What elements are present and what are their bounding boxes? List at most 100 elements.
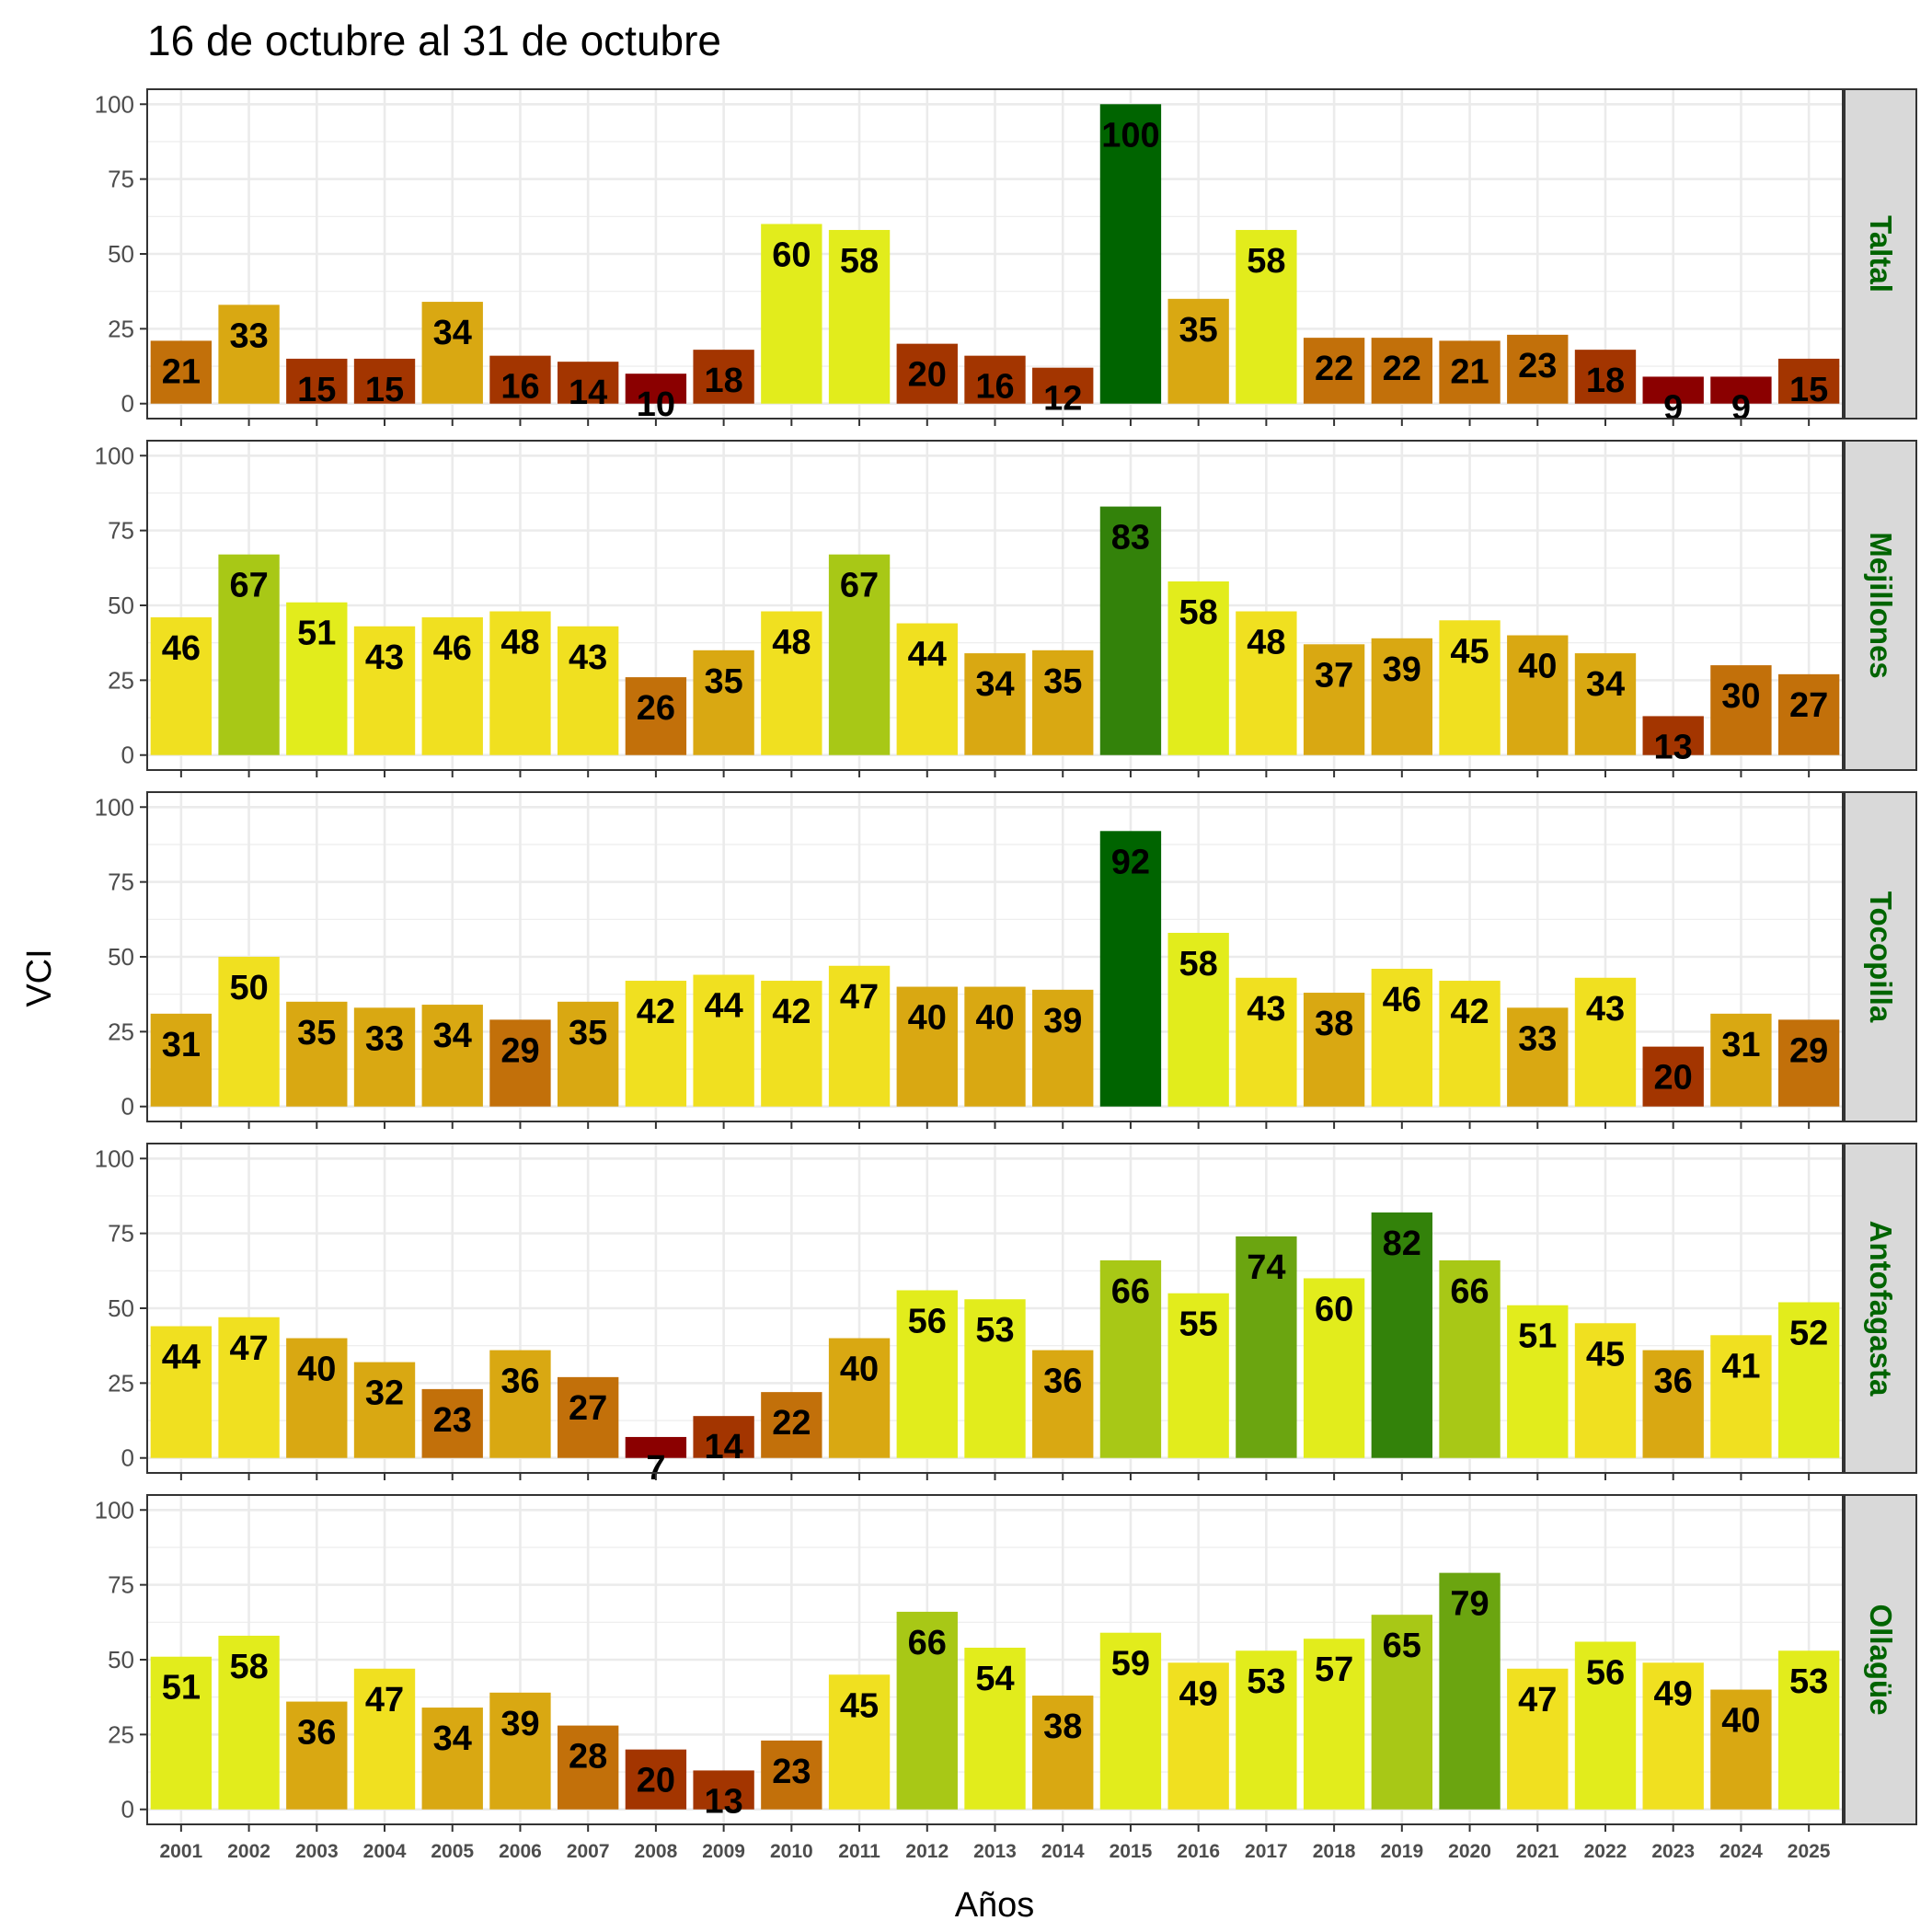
bar-taltal-2016 bbox=[1167, 298, 1229, 404]
bar-data-label: 47 bbox=[229, 1329, 268, 1368]
bar-tocopilla-2009 bbox=[693, 974, 754, 1107]
bar-ollagüe-2002 bbox=[218, 1635, 280, 1810]
bar-antofagasta-2005 bbox=[421, 1388, 483, 1458]
bar-data-label: 29 bbox=[500, 1031, 539, 1070]
y-tick-label: 100 bbox=[95, 793, 134, 821]
bar-ollagüe-2017 bbox=[1236, 1650, 1297, 1810]
bar-taltal-2018 bbox=[1303, 338, 1365, 404]
bar-data-label: 40 bbox=[297, 1351, 336, 1389]
x-tick-label: 2017 bbox=[1245, 1841, 1288, 1862]
bar-data-label: 44 bbox=[704, 987, 742, 1026]
bar-taltal-2009 bbox=[693, 350, 754, 404]
facet-strip-label: Antofagasta bbox=[1864, 1221, 1898, 1397]
y-tick-label: 75 bbox=[108, 1220, 134, 1248]
bar-taltal-2024 bbox=[1710, 376, 1772, 404]
bar-data-label: 46 bbox=[433, 629, 472, 668]
bar-tocopilla-2024 bbox=[1710, 1013, 1772, 1107]
bar-ollagüe-2008 bbox=[625, 1749, 687, 1810]
bar-data-label: 53 bbox=[1247, 1662, 1285, 1701]
bar-data-label: 58 bbox=[1179, 593, 1218, 632]
bar-data-label: 46 bbox=[1383, 981, 1421, 1019]
bar-tocopilla-2019 bbox=[1371, 969, 1432, 1107]
bar-data-label: 28 bbox=[569, 1738, 607, 1777]
bar-data-label: 54 bbox=[975, 1660, 1014, 1698]
y-tick-label: 100 bbox=[95, 1144, 134, 1172]
bar-taltal-2007 bbox=[558, 362, 619, 404]
y-tick-label: 0 bbox=[121, 742, 134, 769]
bar-data-label: 66 bbox=[1111, 1272, 1150, 1311]
y-tick-label: 75 bbox=[108, 166, 134, 193]
bar-tocopilla-2022 bbox=[1574, 977, 1637, 1107]
x-tick-label: 2022 bbox=[1584, 1841, 1627, 1862]
bar-antofagasta-2020 bbox=[1439, 1259, 1501, 1458]
x-tick-label: 2001 bbox=[160, 1841, 203, 1862]
bar-data-label: 49 bbox=[1179, 1674, 1218, 1713]
bar-mejillones-2017 bbox=[1236, 611, 1297, 755]
bar-data-label: 32 bbox=[365, 1374, 404, 1413]
y-tick-label: 50 bbox=[108, 943, 134, 971]
bar-ollagüe-2015 bbox=[1099, 1632, 1162, 1810]
bar-data-label: 100 bbox=[1101, 116, 1159, 155]
bar-data-label: 67 bbox=[229, 567, 268, 605]
bar-tocopilla-2011 bbox=[828, 965, 891, 1107]
bar-mejillones-2010 bbox=[761, 611, 822, 755]
chart-title: 16 de octubre al 31 de octubre bbox=[147, 17, 721, 64]
bar-taltal-2002 bbox=[218, 305, 280, 404]
y-tick-label: 75 bbox=[108, 868, 134, 896]
bar-data-label: 79 bbox=[1450, 1585, 1489, 1624]
bar-data-label: 39 bbox=[500, 1705, 539, 1743]
bar-tocopilla-2018 bbox=[1303, 993, 1365, 1107]
bar-antofagasta-2015 bbox=[1099, 1259, 1162, 1458]
bar-tocopilla-2015 bbox=[1099, 831, 1162, 1107]
bar-data-label: 33 bbox=[229, 316, 268, 355]
bar-data-label: 36 bbox=[297, 1714, 336, 1753]
bar-data-label: 34 bbox=[433, 1017, 472, 1055]
bar-mejillones-2024 bbox=[1710, 665, 1772, 755]
x-tick-label: 2023 bbox=[1651, 1841, 1695, 1862]
bar-data-label: 53 bbox=[1789, 1662, 1828, 1701]
bar-data-label: 38 bbox=[1043, 1708, 1082, 1746]
bar-data-label: 48 bbox=[1247, 624, 1285, 662]
x-tick-label: 2010 bbox=[770, 1841, 813, 1862]
bar-ollagüe-2009 bbox=[693, 1770, 754, 1810]
bar-mejillones-2006 bbox=[489, 611, 551, 755]
bar-mejillones-2016 bbox=[1167, 581, 1229, 755]
bar-data-label: 48 bbox=[500, 624, 539, 662]
bar-ollagüe-2011 bbox=[828, 1674, 891, 1810]
bar-data-label: 31 bbox=[162, 1026, 201, 1064]
bar-data-label: 9 bbox=[1731, 388, 1751, 427]
bar-mejillones-2001 bbox=[150, 617, 213, 755]
bar-mejillones-2020 bbox=[1439, 620, 1501, 755]
bar-antofagasta-2013 bbox=[964, 1299, 1026, 1458]
y-tick-label: 0 bbox=[121, 1444, 134, 1472]
y-tick-label: 25 bbox=[108, 1720, 134, 1748]
x-tick-label: 2018 bbox=[1313, 1841, 1356, 1862]
bar-data-label: 53 bbox=[975, 1311, 1014, 1350]
bar-data-label: 38 bbox=[1315, 1005, 1353, 1043]
y-tick-label: 75 bbox=[108, 1571, 134, 1599]
bar-data-label: 36 bbox=[1654, 1363, 1693, 1401]
bar-antofagasta-2007 bbox=[558, 1376, 619, 1458]
bar-data-label: 18 bbox=[704, 362, 742, 400]
bar-data-label: 9 bbox=[1663, 388, 1683, 427]
bar-data-label: 58 bbox=[1247, 242, 1285, 281]
x-tick-label: 2015 bbox=[1110, 1841, 1153, 1862]
bar-data-label: 44 bbox=[162, 1339, 201, 1377]
bar-antofagasta-2019 bbox=[1371, 1212, 1432, 1458]
y-tick-label: 50 bbox=[108, 1294, 134, 1322]
bar-data-label: 40 bbox=[840, 1351, 879, 1389]
bar-taltal-2004 bbox=[353, 358, 416, 404]
bar-data-label: 66 bbox=[908, 1624, 947, 1662]
bar-data-label: 55 bbox=[1179, 1305, 1218, 1344]
bar-data-label: 58 bbox=[229, 1648, 268, 1686]
bar-taltal-2010 bbox=[761, 224, 822, 404]
facet-strip bbox=[1844, 440, 1917, 771]
bar-data-label: 57 bbox=[1315, 1650, 1353, 1689]
x-tick-label: 2024 bbox=[1719, 1841, 1763, 1862]
x-tick-label: 2013 bbox=[973, 1841, 1017, 1862]
bar-tocopilla-2006 bbox=[489, 1019, 551, 1107]
bar-data-label: 42 bbox=[1450, 993, 1489, 1031]
bar-ollagüe-2018 bbox=[1303, 1639, 1365, 1810]
y-tick-label: 50 bbox=[108, 592, 134, 619]
facet-panel-mejillones: 0 25 50 75 100 46 67 51 43 46 48 43 26 35 48 67 44 34 35 83… bbox=[95, 440, 1917, 777]
